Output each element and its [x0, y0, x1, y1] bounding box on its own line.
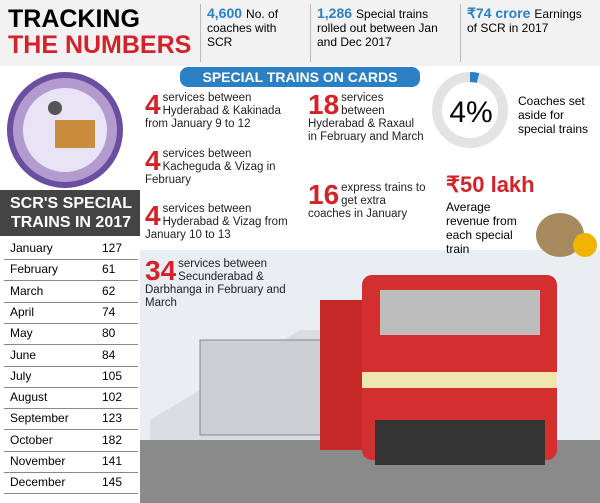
- month: March: [10, 283, 44, 298]
- count: 74: [102, 304, 116, 319]
- stat-value: ₹74 crore: [467, 5, 531, 21]
- card-number: 18: [308, 89, 340, 120]
- banner: SPECIAL TRAINS ON CARDS: [202, 69, 398, 85]
- table-title: SCR'S SPECIAL TRAINS IN 2017: [9, 195, 133, 231]
- title: TRACKING THE NUMBERS: [8, 6, 191, 58]
- table-row: May 80: [4, 323, 138, 346]
- table-row: November 141: [4, 451, 138, 473]
- stat: ₹74 crore Earnings of SCR in 2017: [460, 4, 600, 62]
- month: October: [10, 432, 53, 447]
- card-text: services between Hyderabad & Kakinada fr…: [145, 92, 281, 130]
- card: 16 express trains to get extra coaches in…: [308, 179, 426, 221]
- month: July: [10, 368, 32, 383]
- card: 34 services between Secunderabad & Darbha…: [145, 255, 295, 310]
- count: 127: [102, 241, 123, 255]
- stat-value: 4,600: [207, 5, 243, 21]
- month: August: [10, 390, 48, 405]
- highlight-value: ₹50 lakh: [446, 172, 535, 197]
- card-number: 34: [145, 255, 177, 286]
- count: 105: [102, 368, 123, 383]
- card-text: services between Secunderabad & Darbhang…: [145, 258, 286, 309]
- card-number: 16: [308, 179, 340, 210]
- count: 80: [102, 326, 116, 341]
- month: November: [10, 454, 66, 468]
- month: January: [10, 241, 53, 255]
- table-row: February 61: [4, 259, 138, 282]
- month: June: [10, 347, 37, 362]
- highlight-text: Coaches set aside for special trains: [518, 94, 589, 136]
- card-text: services between Hyderabad & Vizag from …: [145, 203, 288, 241]
- table-row: October 182: [4, 430, 138, 452]
- card-number: 4: [145, 145, 161, 176]
- card: 4 services between Hyderabad & Vizag from…: [145, 200, 295, 242]
- count: 182: [102, 432, 123, 447]
- card: 4 services between Kacheguda & Vizag in F…: [145, 145, 295, 187]
- count: 61: [102, 262, 116, 277]
- stat-text: Earnings of SCR in 2017: [467, 7, 582, 35]
- card-number: 4: [145, 89, 161, 120]
- highlight-value: 4%: [449, 96, 493, 129]
- title-line: THE NUMBERS: [8, 31, 192, 59]
- month: December: [10, 475, 66, 490]
- month: September: [10, 411, 69, 426]
- stat: 1,286 Special trains rolled out between J…: [310, 4, 460, 62]
- count: 102: [102, 390, 123, 405]
- highlight-text: Average revenue from each special train: [446, 200, 517, 256]
- table-row: March 62: [4, 281, 138, 303]
- month: April: [10, 304, 35, 319]
- count: 141: [102, 454, 123, 468]
- count: 123: [102, 411, 123, 426]
- table-row: June 84: [4, 345, 138, 367]
- count: 145: [102, 475, 123, 490]
- table-row: August 102: [4, 387, 138, 410]
- stat-text: Special trains rolled out between Jan an…: [317, 7, 438, 49]
- table-row: January 127: [4, 238, 138, 260]
- month: February: [10, 262, 59, 277]
- table-row: April 74: [4, 302, 138, 324]
- card-text: services between Hyderabad & Raxaul in F…: [308, 92, 424, 143]
- count: 62: [102, 283, 116, 298]
- card: 18 services between Hyderabad & Raxaul in…: [308, 89, 426, 144]
- stat-text: No. of coaches with SCR: [207, 7, 279, 49]
- title-line: TRACKING: [8, 5, 140, 33]
- card: 4 services between Hyderabad & Kakinada f…: [145, 89, 295, 131]
- table-row: December 145: [4, 472, 138, 495]
- count: 84: [102, 347, 116, 362]
- stat-value: 1,286: [317, 5, 353, 21]
- card-number: 4: [145, 200, 161, 231]
- table-row: September 123: [4, 408, 138, 431]
- month: May: [10, 326, 33, 341]
- table-row: July 105: [4, 366, 138, 388]
- card-text: services between Kacheguda & Vizag in Fe…: [145, 148, 276, 186]
- stat: 4,600 No. of coaches with SCR: [200, 4, 310, 62]
- card-text: express trains to get extra coaches in J…: [308, 182, 426, 220]
